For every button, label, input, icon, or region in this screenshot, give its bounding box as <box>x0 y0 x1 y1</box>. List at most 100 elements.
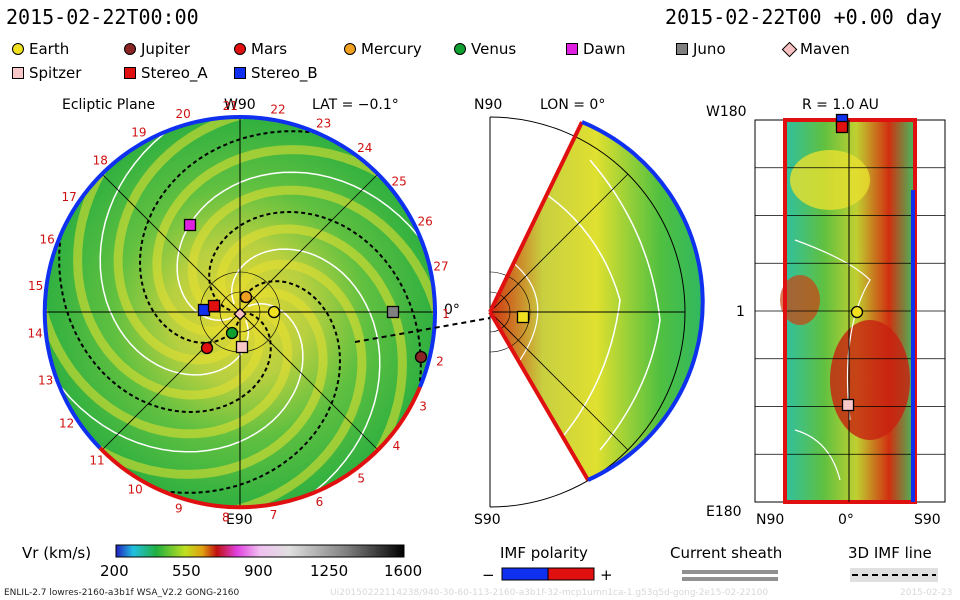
legend-marker-mercury <box>344 43 356 55</box>
legend-label: Stereo_A <box>141 64 208 82</box>
marker-earth <box>267 305 281 319</box>
colorbar-tick-900: 900 <box>244 562 273 580</box>
rotation-number: 18 <box>93 154 108 168</box>
legend-item-mars: Mars <box>234 40 287 58</box>
radial-mid-label: 1 <box>736 304 745 320</box>
rotation-number: 4 <box>393 439 401 453</box>
legend-marker-stereo-a <box>124 67 136 79</box>
legend-marker-mars <box>234 43 246 55</box>
radial-x-label-s90: S90 <box>914 512 941 528</box>
legend-item-spitzer: Spitzer <box>12 64 81 82</box>
marker-stereo-a <box>207 299 221 313</box>
model-info: ENLIL-2.7 lowres-2160-a3b1f WSA_V2.2 GON… <box>4 588 240 598</box>
rotation-number: 15 <box>28 279 43 293</box>
radial-bottom-left-label: E180 <box>706 504 742 520</box>
imf-spiral-line <box>230 248 381 501</box>
marker-maven <box>233 307 247 321</box>
rotation-number: 17 <box>61 190 76 204</box>
imf-plus-label: + <box>600 566 613 584</box>
colorbar-title: Vr (km/s) <box>22 544 92 562</box>
imf-line-key <box>850 568 938 582</box>
imf-spiral-line <box>51 302 304 453</box>
legend-label: Juno <box>693 40 726 58</box>
radial-r-label: R = 1.0 AU <box>802 97 879 113</box>
ecliptic-top-label: W90 <box>224 97 256 113</box>
imf-minus-label: − <box>482 566 495 584</box>
current-sheath-title: Current sheath <box>670 544 783 562</box>
rotation-number: 16 <box>40 232 55 246</box>
meridional-top-label: N90 <box>474 97 503 113</box>
legend-label: Stereo_B <box>251 64 318 82</box>
solid-wind-stream <box>233 259 367 507</box>
current-sheath-key <box>682 570 778 581</box>
ecliptic-title: Ecliptic Plane <box>62 97 156 113</box>
rotation-number: 6 <box>316 495 324 509</box>
marker-jupiter <box>414 350 428 364</box>
legend-marker-venus <box>454 43 466 55</box>
colorbar-tick-1600: 1600 <box>384 562 423 580</box>
radial-top-left-label: W180 <box>706 104 747 120</box>
imf-polarity-bar <box>501 567 595 581</box>
rotation-number: 8 <box>222 511 230 525</box>
rotation-number: 23 <box>316 117 331 131</box>
marker-mars <box>200 341 214 355</box>
solid-wind-stream <box>94 288 328 479</box>
marker-venus <box>225 326 239 340</box>
rotation-number: 27 <box>433 260 448 274</box>
rotation-number: 7 <box>270 508 278 522</box>
meridional-lon-label: LON = 0° <box>540 97 606 113</box>
time-label-left: 2015-02-22T00:00 <box>6 5 199 29</box>
legend-marker-stereo-b <box>234 67 246 79</box>
legend-item-venus: Venus <box>454 40 516 58</box>
legend-item-stereo-b: Stereo_B <box>234 64 318 82</box>
solid-wind-stream <box>73 166 264 400</box>
rotation-number: 5 <box>357 472 365 486</box>
legend-item-dawn: Dawn <box>566 40 626 58</box>
rotation-number: 22 <box>270 103 285 117</box>
solid-wind-stream <box>45 305 293 439</box>
rotation-number: 10 <box>127 482 142 496</box>
colorbar <box>115 544 405 558</box>
legend-marker-juno <box>676 43 688 55</box>
rotation-number: 9 <box>175 502 183 516</box>
legend-label: Mercury <box>361 40 422 58</box>
ecliptic-plane-map <box>42 114 491 510</box>
rotation-number: 3 <box>419 400 427 414</box>
marker-stereo-a <box>835 120 849 134</box>
rotation-number: 24 <box>357 141 372 155</box>
rotation-number: 19 <box>131 126 146 140</box>
radial-x-label-n90: N90 <box>756 512 785 528</box>
colorbar-tick-200: 200 <box>100 562 129 580</box>
solid-wind-stream <box>216 224 407 458</box>
rotation-number: 14 <box>27 327 42 341</box>
radial-x-label-0: 0° <box>838 512 854 528</box>
colorbar-tick-1250: 1250 <box>310 562 349 580</box>
body-markers <box>183 113 864 412</box>
legend-label: Maven <box>800 40 850 58</box>
rotation-number: 25 <box>392 174 407 188</box>
rotation-number: 11 <box>89 453 104 467</box>
marker-spitzer <box>235 340 249 354</box>
meridional-plane-map <box>488 116 705 508</box>
rotation-number: 13 <box>38 373 53 387</box>
rotation-number: 26 <box>417 215 432 229</box>
legend-item-jupiter: Jupiter <box>124 40 190 58</box>
radial-surface-map <box>754 118 946 504</box>
legend-label: Venus <box>471 40 517 58</box>
marker-mercury <box>239 290 253 304</box>
legend-label: Spitzer <box>29 64 82 82</box>
marker-earth <box>516 310 530 324</box>
legend-item-stereo-a: Stereo_A <box>124 64 208 82</box>
rotation-number: 20 <box>175 107 190 121</box>
legend-label: Mars <box>251 40 288 58</box>
meridional-bottom-label: S90 <box>474 512 501 528</box>
time-label-right: 2015-02-22T00 +0.00 day <box>665 5 942 29</box>
ecliptic-lat-label: LAT = −0.1° <box>312 97 399 113</box>
colorbar-tick-550: 550 <box>172 562 201 580</box>
legend-marker-dawn <box>566 43 578 55</box>
rotation-number: 21 <box>223 99 238 113</box>
solid-wind-stream <box>152 145 386 336</box>
run-date: 2015-02-23 <box>900 588 953 598</box>
solid-wind-stream <box>187 185 435 319</box>
